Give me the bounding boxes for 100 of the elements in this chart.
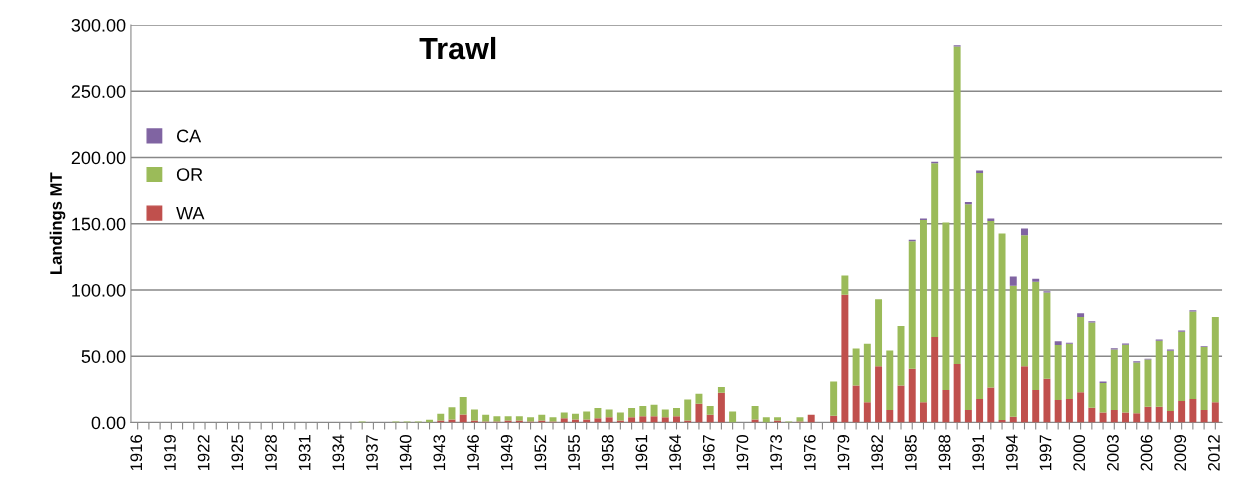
x-tick-label: 2009 <box>1174 435 1187 471</box>
bar <box>830 415 838 423</box>
bar <box>987 218 995 222</box>
bar <box>1133 413 1141 423</box>
bar <box>987 221 995 388</box>
y-axis-title: Landings MT <box>49 172 66 275</box>
bar <box>976 173 984 399</box>
bar <box>605 409 613 418</box>
x-tick-label: 2006 <box>1140 435 1153 471</box>
bar <box>437 413 445 421</box>
x-tick-label: 1976 <box>803 435 816 471</box>
bar <box>1099 382 1107 413</box>
x-tick-label: 1988 <box>938 435 951 471</box>
bar <box>1178 401 1186 423</box>
x-tick-label: 1955 <box>568 435 580 471</box>
bar <box>886 350 894 411</box>
bar <box>605 417 613 423</box>
bar <box>1144 359 1152 407</box>
bar <box>1155 340 1163 407</box>
bar <box>639 416 647 423</box>
bar <box>1110 410 1118 423</box>
bar <box>762 417 770 423</box>
x-tick-label: 1928 <box>265 435 277 471</box>
x-tick-label: 1994 <box>1005 434 1018 471</box>
bar <box>639 406 647 417</box>
bar <box>796 417 804 422</box>
bar <box>459 397 467 415</box>
bar <box>1122 344 1129 413</box>
x-tick-label: 1934 <box>332 434 345 471</box>
x-tick-label: 2000 <box>1073 434 1086 471</box>
bar <box>616 412 624 421</box>
y-tick-label: 250.00 <box>71 85 126 98</box>
bar <box>1166 411 1174 423</box>
x-tick-label: 2012 <box>1208 435 1220 471</box>
x-tick-label: 1937 <box>366 435 378 471</box>
bar <box>594 418 602 423</box>
bar <box>560 412 568 419</box>
bar <box>1032 281 1040 390</box>
bar <box>706 414 714 423</box>
bar <box>908 368 916 423</box>
bar <box>673 416 680 423</box>
y-tick-label: 0.00 <box>91 416 126 430</box>
x-tick-label: 1997 <box>1039 435 1052 471</box>
bar <box>1032 389 1040 423</box>
bar <box>628 408 636 418</box>
bar <box>1032 278 1040 282</box>
bar <box>1200 347 1208 411</box>
bar <box>807 414 815 423</box>
bar <box>717 392 725 423</box>
bar <box>470 409 478 421</box>
bar <box>1133 362 1141 414</box>
x-tick-label: 1961 <box>635 435 648 471</box>
bar <box>1077 392 1085 423</box>
bar <box>919 220 927 403</box>
legend-label: OR <box>176 168 203 181</box>
bar <box>1043 378 1051 423</box>
bar <box>1122 412 1129 423</box>
bar <box>931 163 939 338</box>
x-tick-label: 1940 <box>399 434 412 471</box>
bar <box>751 406 759 420</box>
bar <box>1054 399 1062 423</box>
bar <box>942 222 950 390</box>
bar <box>964 204 972 411</box>
x-tick-label: 1985 <box>904 435 917 471</box>
bar <box>673 408 680 417</box>
bar <box>751 419 759 423</box>
bar <box>1155 406 1163 423</box>
bar <box>998 233 1006 421</box>
bar <box>1166 350 1174 412</box>
x-tick-label: 1949 <box>500 435 513 471</box>
x-tick-label: 1922 <box>197 435 210 471</box>
bar <box>1009 276 1017 286</box>
bar <box>1200 410 1208 423</box>
bar <box>482 414 490 422</box>
bar <box>1099 412 1107 423</box>
x-tick-label: 1958 <box>601 435 614 471</box>
bar <box>931 337 939 423</box>
bar <box>1021 366 1028 423</box>
bar <box>964 410 972 423</box>
x-tick-label: 1979 <box>837 435 850 471</box>
bar <box>684 399 692 421</box>
bar <box>527 417 535 422</box>
bar <box>706 406 714 415</box>
x-tick-label: 1967 <box>702 435 715 471</box>
y-tick-label: 50.00 <box>81 350 126 363</box>
bar <box>729 411 737 423</box>
bar <box>661 409 669 418</box>
bar <box>538 414 546 421</box>
x-tick-label: 2003 <box>1106 435 1119 471</box>
bar <box>717 386 725 393</box>
bar <box>1110 349 1118 411</box>
x-tick-label: 1925 <box>231 435 244 471</box>
y-tick-label: 150.00 <box>72 217 126 231</box>
bar <box>628 417 636 423</box>
bar <box>1021 235 1028 367</box>
bar <box>650 416 658 423</box>
bar <box>583 419 591 423</box>
bar <box>515 416 523 421</box>
bar <box>976 398 984 423</box>
y-tick-label: 100.00 <box>72 283 126 297</box>
